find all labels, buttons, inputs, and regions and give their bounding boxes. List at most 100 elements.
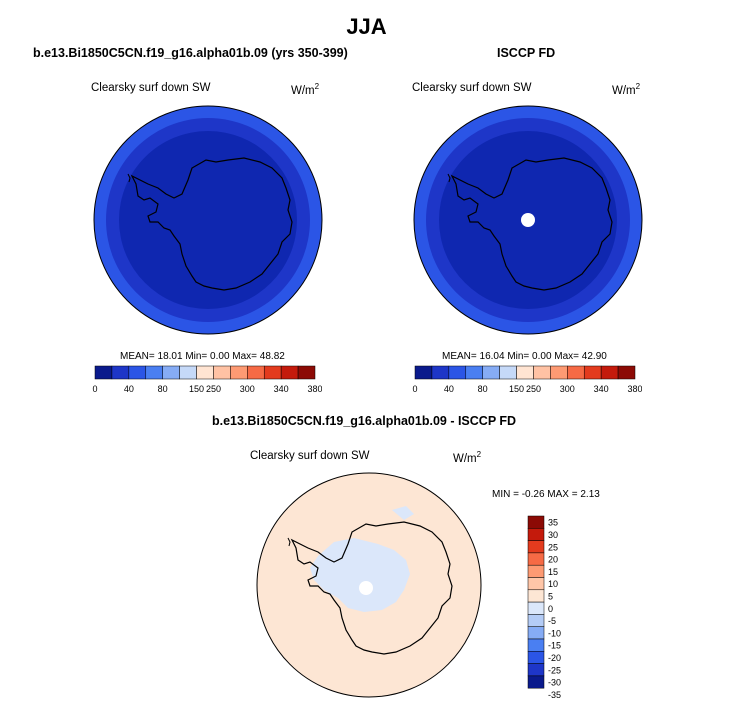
panel1-units: W/m2 — [291, 82, 320, 97]
colorbar-swatch — [230, 365, 248, 380]
colorbar-swatch — [162, 365, 180, 380]
pole-missing-data — [521, 213, 535, 227]
colorbar-swatch — [280, 365, 299, 380]
colorbar-tick-label: 300 — [560, 384, 575, 394]
colorbar-swatch — [213, 365, 231, 380]
panel3-units: W/m2 — [453, 450, 482, 465]
colorbar-tick-label: 40 — [124, 384, 134, 394]
panel1-polar-map — [93, 105, 323, 335]
colorbar-swatch — [111, 365, 130, 380]
colorbar-swatch — [527, 638, 545, 652]
colorbar-swatch — [567, 365, 585, 380]
colorbar-swatch — [527, 528, 545, 541]
panel2-stats: MEAN= 16.04 Min= 0.00 Max= 42.90 — [442, 351, 607, 362]
colorbar-swatch — [550, 365, 568, 380]
colorbar-swatch — [94, 365, 113, 380]
panel3-header: b.e13.Bi1850C5CN.f19_g16.alpha01b.09 - I… — [212, 414, 517, 428]
colorbar-swatch — [482, 365, 500, 380]
colorbar-tick-label: 80 — [158, 384, 168, 394]
colorbar-tick-label: 250 — [526, 384, 541, 394]
colorbar-tick-label: 340 — [594, 384, 609, 394]
panel2-colorbar: 0 40 80 150 250 300 340 380 — [412, 365, 642, 394]
negative-difference-region — [310, 538, 410, 612]
panel2-variable-label: Clearsky surf down SW — [412, 82, 532, 94]
antarctica-coastline — [450, 157, 613, 291]
panel1-colorbar: 0 40 80 150 250 300 340 380 — [92, 365, 322, 394]
colorbar-swatch — [448, 365, 467, 380]
colorbar-tick-label: 80 — [478, 384, 488, 394]
colorbar-tick-label: 150 — [189, 384, 204, 394]
panel2-polar-map — [413, 105, 643, 335]
colorbar-tick-label: 20 — [548, 555, 558, 565]
panel1-variable-label: Clearsky surf down SW — [91, 82, 211, 94]
island-outline — [127, 173, 131, 183]
colorbar-swatch — [527, 626, 545, 640]
colorbar-swatch — [527, 552, 545, 566]
antarctica-coastline — [130, 157, 293, 291]
colorbar-tick-label: 35 — [548, 518, 558, 528]
colorbar-tick-label: -5 — [548, 616, 556, 626]
colorbar-tick-label: 380 — [307, 384, 322, 394]
panel3-polar-map — [256, 472, 482, 698]
island-outline — [287, 537, 291, 547]
colorbar-tick-label: 10 — [548, 579, 558, 589]
colorbar-swatch — [527, 540, 545, 554]
colorbar-swatch — [527, 515, 545, 529]
colorbar-tick-label: -20 — [548, 653, 561, 663]
colorbar-swatch — [128, 365, 147, 380]
colorbar-swatch — [263, 365, 282, 380]
panel2-units: W/m2 — [612, 82, 641, 97]
colorbar-tick-label: 340 — [274, 384, 289, 394]
colorbar-tick-label: 15 — [548, 567, 558, 577]
colorbar-swatch — [527, 589, 545, 603]
colorbar-swatch — [600, 365, 619, 380]
colorbar-tick-label: -25 — [548, 665, 561, 675]
colorbar-tick-label: 380 — [627, 384, 642, 394]
colorbar-swatch — [527, 675, 545, 689]
colorbar-swatch — [297, 365, 316, 380]
negative-difference-region-2 — [392, 506, 414, 520]
panel2-header: ISCCP FD — [497, 46, 556, 60]
colorbar-swatch — [527, 577, 545, 591]
colorbar-tick-label: 0 — [92, 384, 97, 394]
colorbar-swatch — [527, 651, 545, 664]
panel3-variable-label: Clearsky surf down SW — [250, 450, 370, 462]
colorbar-swatch — [431, 365, 450, 380]
island-outline — [447, 173, 451, 183]
colorbar-swatch — [465, 365, 483, 380]
colorbar-swatch — [145, 365, 163, 380]
colorbar-swatch — [247, 365, 265, 380]
colorbar-tick-label: -35 — [548, 690, 561, 700]
colorbar-swatch — [527, 601, 545, 615]
colorbar-swatch — [179, 365, 197, 380]
colorbar-tick-label: -10 — [548, 628, 561, 638]
colorbar-tick-label: 250 — [206, 384, 221, 394]
colorbar-tick-label: 30 — [548, 530, 558, 540]
panel1-header: b.e13.Bi1850C5CN.f19_g16.alpha01b.09 (yr… — [33, 46, 348, 60]
colorbar-swatch — [499, 365, 517, 380]
colorbar-tick-label: 300 — [240, 384, 255, 394]
colorbar-swatch — [583, 365, 602, 380]
colorbar-swatch — [527, 663, 545, 677]
colorbar-tick-label: -30 — [548, 678, 561, 688]
panel3-stats: MIN = -0.26 MAX = 2.13 — [492, 489, 600, 500]
colorbar-swatch — [533, 365, 551, 380]
colorbar-tick-label: 5 — [548, 591, 553, 601]
colorbar-tick-label: 150 — [509, 384, 524, 394]
colorbar-tick-label: 0 — [548, 604, 553, 614]
colorbar-swatch — [196, 365, 214, 380]
panel1-stats: MEAN= 18.01 Min= 0.00 Max= 48.82 — [120, 351, 285, 362]
colorbar-swatch — [527, 614, 545, 627]
colorbar-swatch — [414, 365, 433, 380]
antarctica-coastline — [290, 521, 453, 655]
colorbar-tick-label: 0 — [412, 384, 417, 394]
colorbar-swatch — [527, 564, 545, 578]
figure-title: JJA — [346, 14, 387, 39]
colorbar-tick-label: 25 — [548, 542, 558, 552]
colorbar-swatch — [617, 365, 636, 380]
colorbar-tick-label: 40 — [444, 384, 454, 394]
panel3-colorbar: 35 30 25 20 15 10 5 0 -5 -10 -15 -20 -25 -30 -35 — [527, 515, 561, 700]
colorbar-tick-label: -15 — [548, 641, 561, 651]
inner-region — [119, 131, 297, 309]
pole-missing-data — [359, 581, 373, 595]
